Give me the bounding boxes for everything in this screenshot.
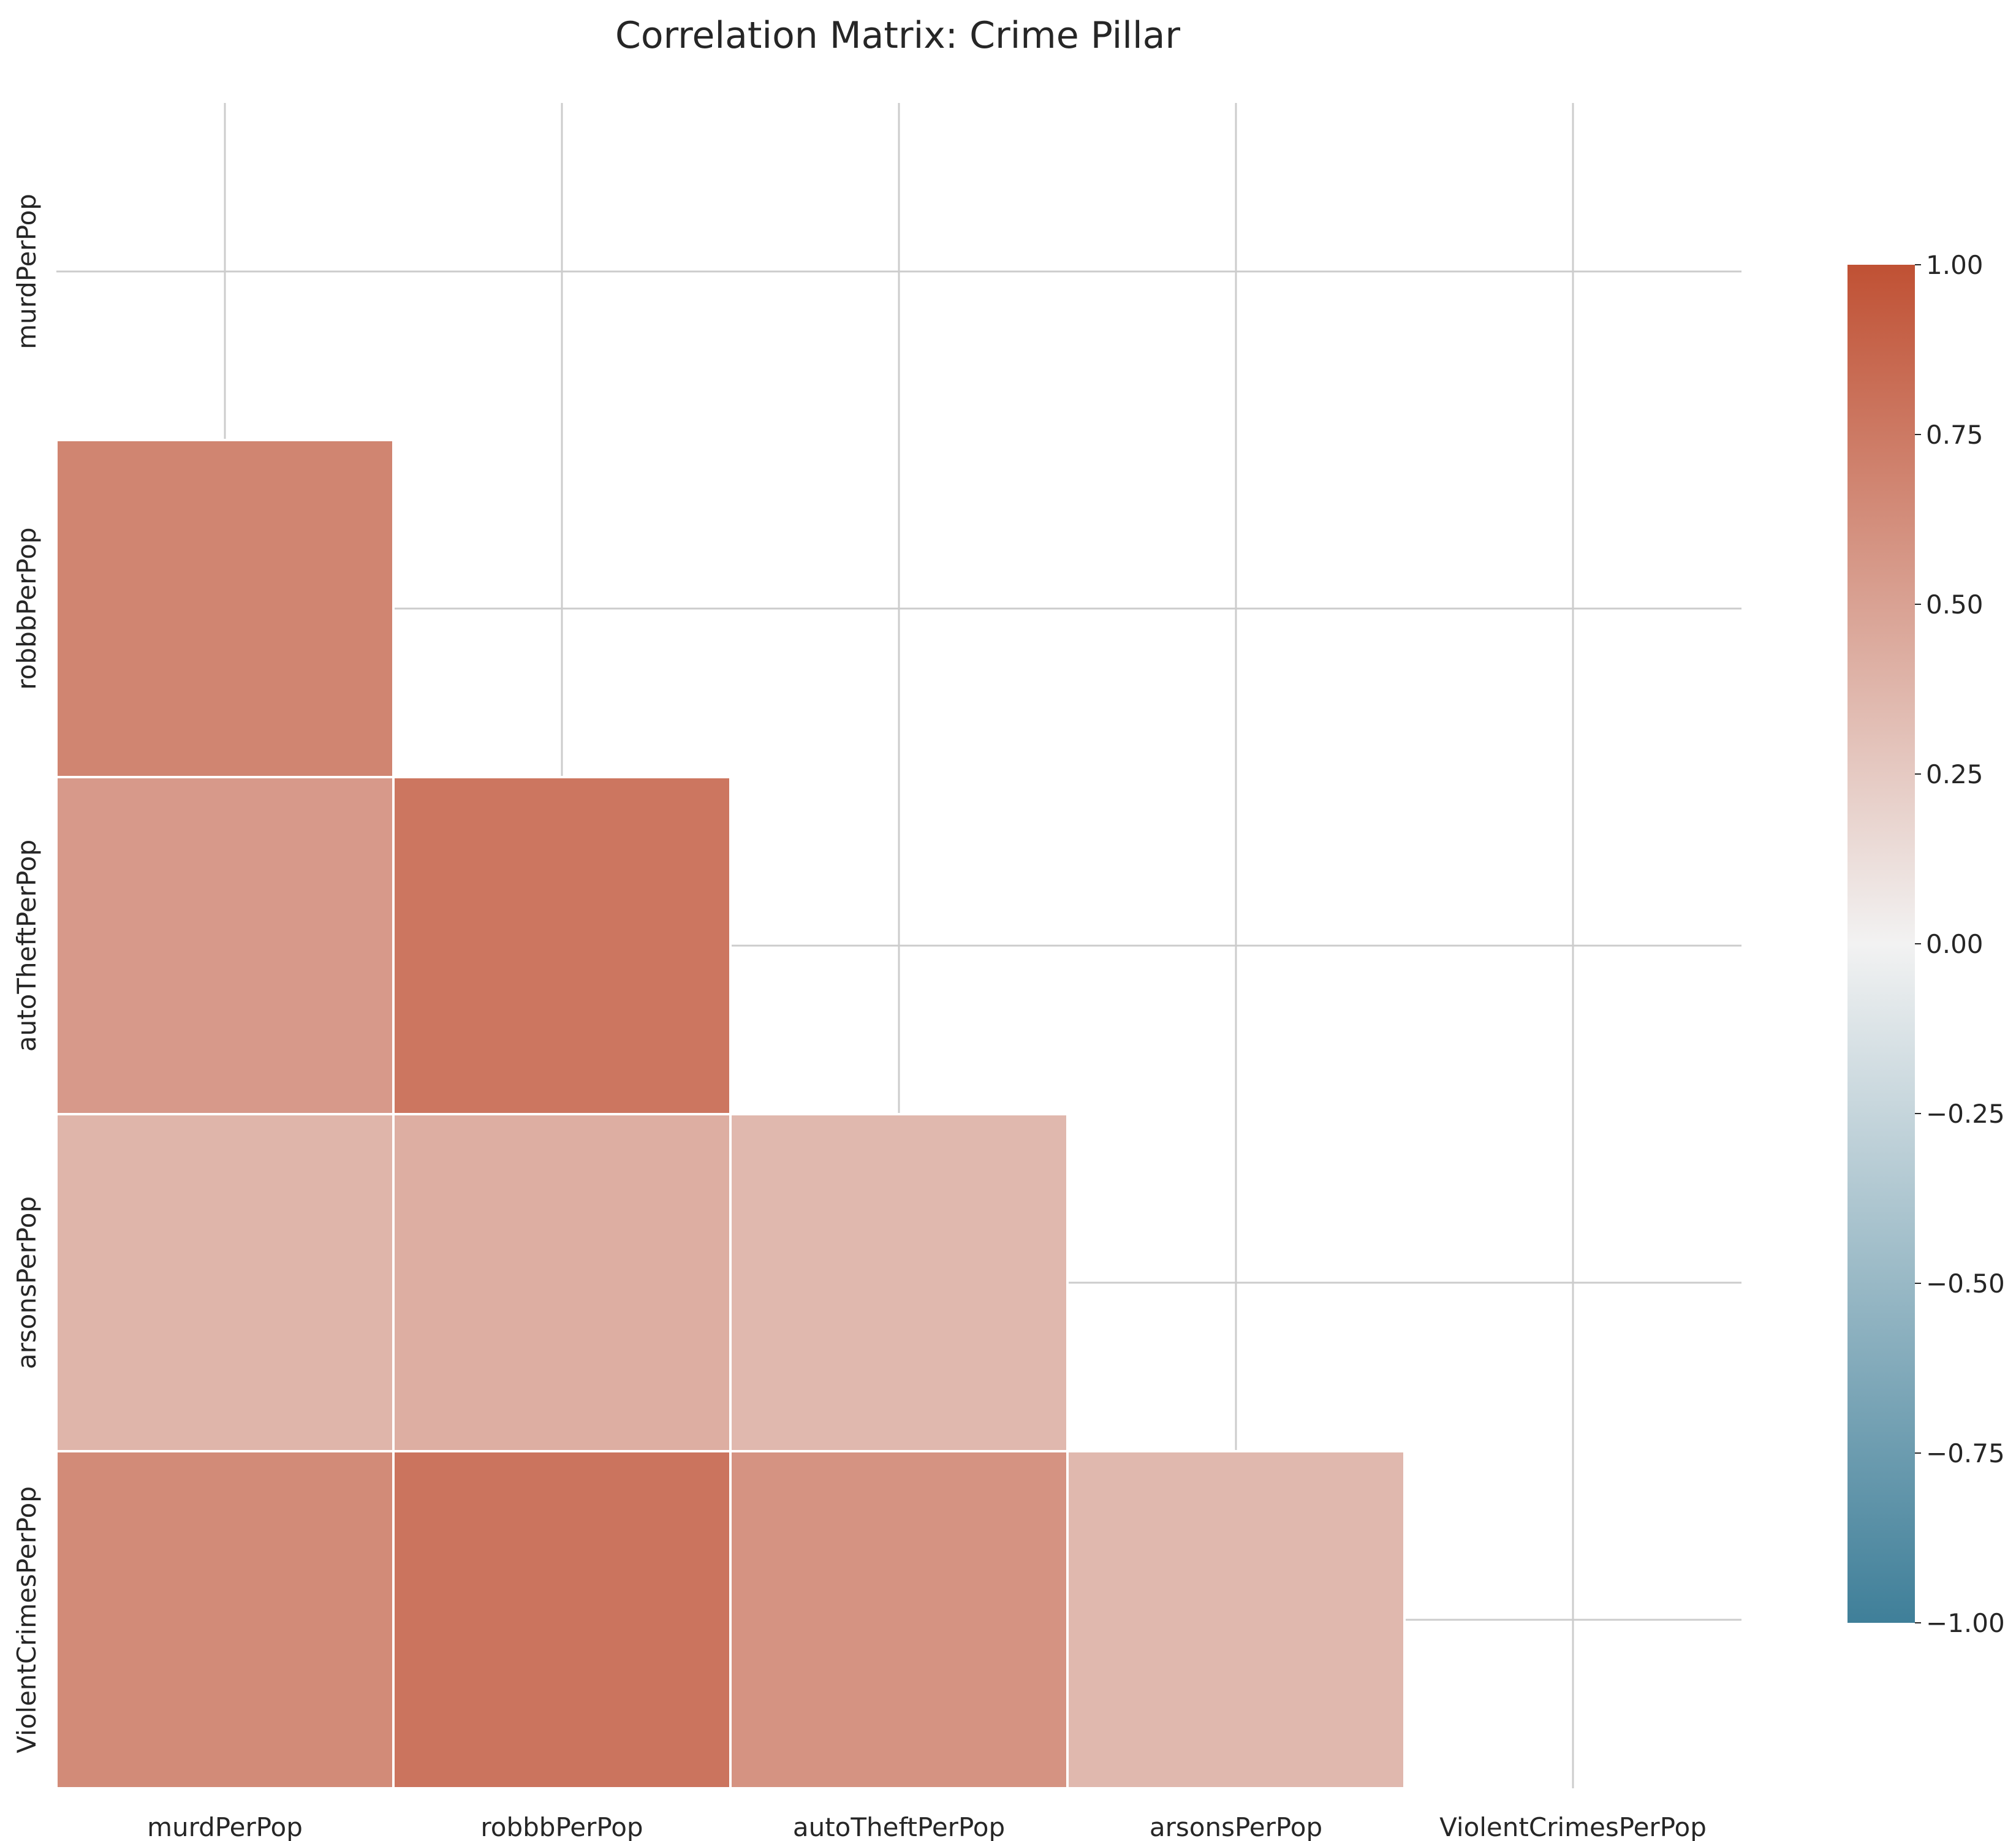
heatmap-cell-autoTheftPerPop-murdPerPop [55,776,395,1115]
colorbar-tick-label: 1.00 [1926,250,1984,280]
x-tick-label: murdPerPop [147,1812,303,1841]
colorbar-tick-label: 0.75 [1926,420,1984,450]
heatmap-cells [55,439,1406,1790]
colorbar-tick-label: −0.50 [1926,1269,2005,1299]
colorbar-tick-label: −0.75 [1926,1438,2005,1468]
y-tick-label: arsonsPerPop [12,1196,42,1369]
y-tick-label: ViolentCrimesPerPop [12,1486,42,1753]
heatmap-cell-ViolentCrimesPerPop-autoTheftPerPop [729,1450,1069,1790]
heatmap-cell-arsonsPerPop-autoTheftPerPop [729,1113,1069,1452]
heatmap-cell-robbbPerPop-murdPerPop [55,439,395,778]
chart-title: Correlation Matrix: Crime Pillar [615,14,1180,57]
heatmap-cell-ViolentCrimesPerPop-robbbPerPop [392,1450,732,1790]
colorbar-tick-label: 0.50 [1926,590,1984,620]
colorbar-tick-label: 0.00 [1926,929,1984,959]
heatmap-cell-ViolentCrimesPerPop-arsonsPerPop [1066,1450,1406,1790]
heatmap-cell-arsonsPerPop-robbbPerPop [392,1113,732,1452]
heatmap-cell-autoTheftPerPop-robbbPerPop [392,776,732,1115]
x-tick-labels: murdPerPop robbbPerPop autoTheftPerPop arso… [147,1812,1707,1841]
x-tick-label: ViolentCrimesPerPop [1439,1812,1707,1841]
x-tick-label: robbbPerPop [480,1812,643,1841]
y-tick-label: autoTheftPerPop [12,840,42,1052]
colorbar-tick-label: −1.00 [1926,1608,2005,1638]
heatmap-cell-ViolentCrimesPerPop-murdPerPop [55,1450,395,1790]
colorbar-tick-label: −0.25 [1926,1099,2005,1129]
y-tick-labels: murdPerPop robbbPerPop autoTheftPerPop arso… [12,194,42,1753]
x-tick-label: autoTheftPerPop [793,1812,1005,1841]
y-tick-label: robbbPerPop [12,527,42,689]
colorbar-gradient [1847,265,1915,1623]
x-tick-label: arsonsPerPop [1150,1812,1322,1841]
y-tick-label: murdPerPop [12,194,42,349]
heatmap-cell-arsonsPerPop-murdPerPop [55,1113,395,1452]
colorbar-tick-label: 0.25 [1926,759,1984,789]
colorbar: 1.00 0.75 0.50 0.25 0.00 −0.25 −0.50 −0.75 −1.00 [1847,250,2005,1638]
